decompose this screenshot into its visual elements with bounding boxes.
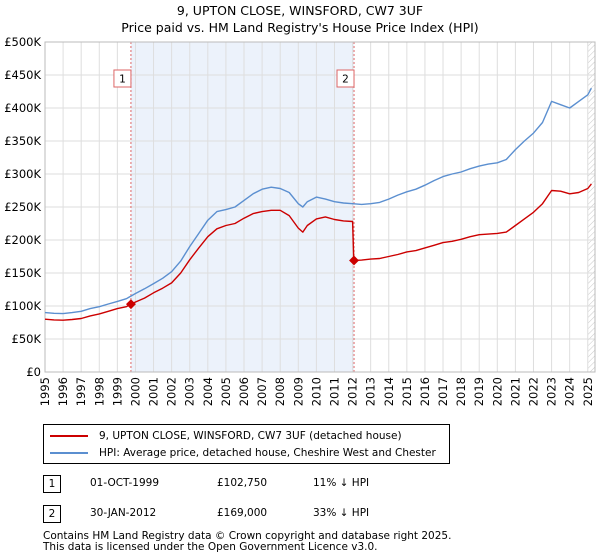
chart-legend: 9, UPTON CLOSE, WINSFORD, CW7 3UF (detac…: [43, 424, 450, 464]
event-label-box: [113, 69, 132, 88]
x-tick-label: 2011: [327, 377, 341, 406]
y-tick-label: £0: [26, 365, 41, 379]
x-tick-label: 2005: [219, 377, 233, 406]
transaction-price: £102,750: [217, 477, 268, 489]
x-tick-label: 2023: [545, 377, 559, 406]
transaction-hpi-diff: 33% ↓ HPI: [313, 507, 370, 519]
y-tick-label: £200K: [4, 233, 41, 247]
y-tick-label: £50K: [12, 332, 42, 346]
x-tick-label: 2001: [147, 377, 161, 406]
y-tick-label: £400K: [4, 101, 41, 115]
footer-line-2: This data is licensed under the Open Gov…: [43, 541, 378, 553]
x-tick-label: 2016: [418, 377, 432, 406]
x-tick-label: 2013: [364, 377, 378, 406]
x-tick-label: 1997: [74, 377, 88, 406]
x-tick-label: 2009: [291, 377, 305, 406]
x-tick-label: 2017: [436, 377, 450, 406]
event-label-box: [336, 69, 355, 88]
legend-label-property: 9, UPTON CLOSE, WINSFORD, CW7 3UF (detac…: [99, 430, 402, 442]
transaction-price: £169,000: [217, 507, 268, 519]
x-tick-label: 2025: [581, 377, 595, 406]
x-tick-label: 2022: [526, 377, 540, 406]
footer-line-1: Contains HM Land Registry data © Crown c…: [43, 530, 452, 542]
x-tick-label: 2020: [490, 377, 504, 406]
x-tick-label: 1995: [38, 377, 52, 406]
legend-item-hpi: HPI: Average price, detached house, Ches…: [50, 445, 436, 461]
x-tick-label: 2008: [273, 377, 287, 406]
y-tick-label: £500K: [4, 35, 41, 49]
y-tick-label: £100K: [4, 299, 41, 313]
sale-marker: [125, 299, 136, 310]
chart-subtitle: Price paid vs. HM Land Registry's House …: [121, 20, 479, 35]
x-tick-label: 1999: [110, 377, 124, 406]
y-tick-label: £250K: [4, 200, 41, 214]
x-tick-label: 2010: [309, 377, 323, 406]
y-tick-label: £350K: [4, 134, 41, 148]
event-label: 1: [119, 74, 126, 86]
price-chart: 1 2 £0 £50K £100K £150K £200K £250K £300K £350K £4…: [4, 35, 596, 406]
event-label: 2: [342, 74, 349, 86]
transaction-badge: 1: [43, 475, 61, 493]
x-tick-label: 2024: [563, 377, 577, 406]
transaction-hpi-diff: 11% ↓ HPI: [313, 477, 370, 489]
x-tick-label: 2014: [382, 377, 396, 406]
x-tick-label: 1998: [92, 377, 106, 406]
transaction-date: 01-OCT-1999: [90, 477, 159, 489]
x-tick-label: 2012: [346, 377, 360, 406]
transaction-date: 30-JAN-2012: [90, 507, 157, 519]
footer-attribution: Contains HM Land Registry data © Crown c…: [43, 531, 451, 553]
chart-title: 9, UPTON CLOSE, WINSFORD, CW7 3UF: [176, 3, 424, 18]
x-tick-label: 2015: [400, 377, 414, 406]
x-tick-label: 2018: [454, 377, 468, 406]
x-tick-label: 2002: [165, 377, 179, 406]
legend-swatch-property: [50, 435, 88, 437]
x-tick-label: 2019: [472, 377, 486, 406]
x-tick-label: 1996: [56, 377, 70, 406]
x-tick-label: 2003: [183, 377, 197, 406]
y-tick-label: £450K: [4, 68, 41, 82]
sale-marker: [349, 255, 359, 266]
plot-frame: [44, 41, 596, 373]
x-tick-label: 2021: [508, 377, 522, 406]
series-line-hpi: [45, 87, 593, 315]
y-tick-label: £300K: [4, 167, 41, 181]
y-tick-label: £150K: [4, 266, 41, 280]
legend-swatch-hpi: [50, 452, 88, 454]
x-tick-label: 2000: [128, 377, 142, 406]
chart-title-block: 9, UPTON CLOSE, WINSFORD, CW7 3UF Price …: [0, 2, 600, 36]
x-tick-label: 2007: [255, 377, 269, 406]
legend-item-property: 9, UPTON CLOSE, WINSFORD, CW7 3UF (detac…: [50, 428, 402, 444]
legend-label-hpi: HPI: Average price, detached house, Ches…: [99, 447, 436, 459]
x-tick-label: 2006: [237, 377, 251, 406]
x-tick-label: 2004: [201, 377, 215, 406]
transaction-badge: 2: [43, 505, 61, 523]
